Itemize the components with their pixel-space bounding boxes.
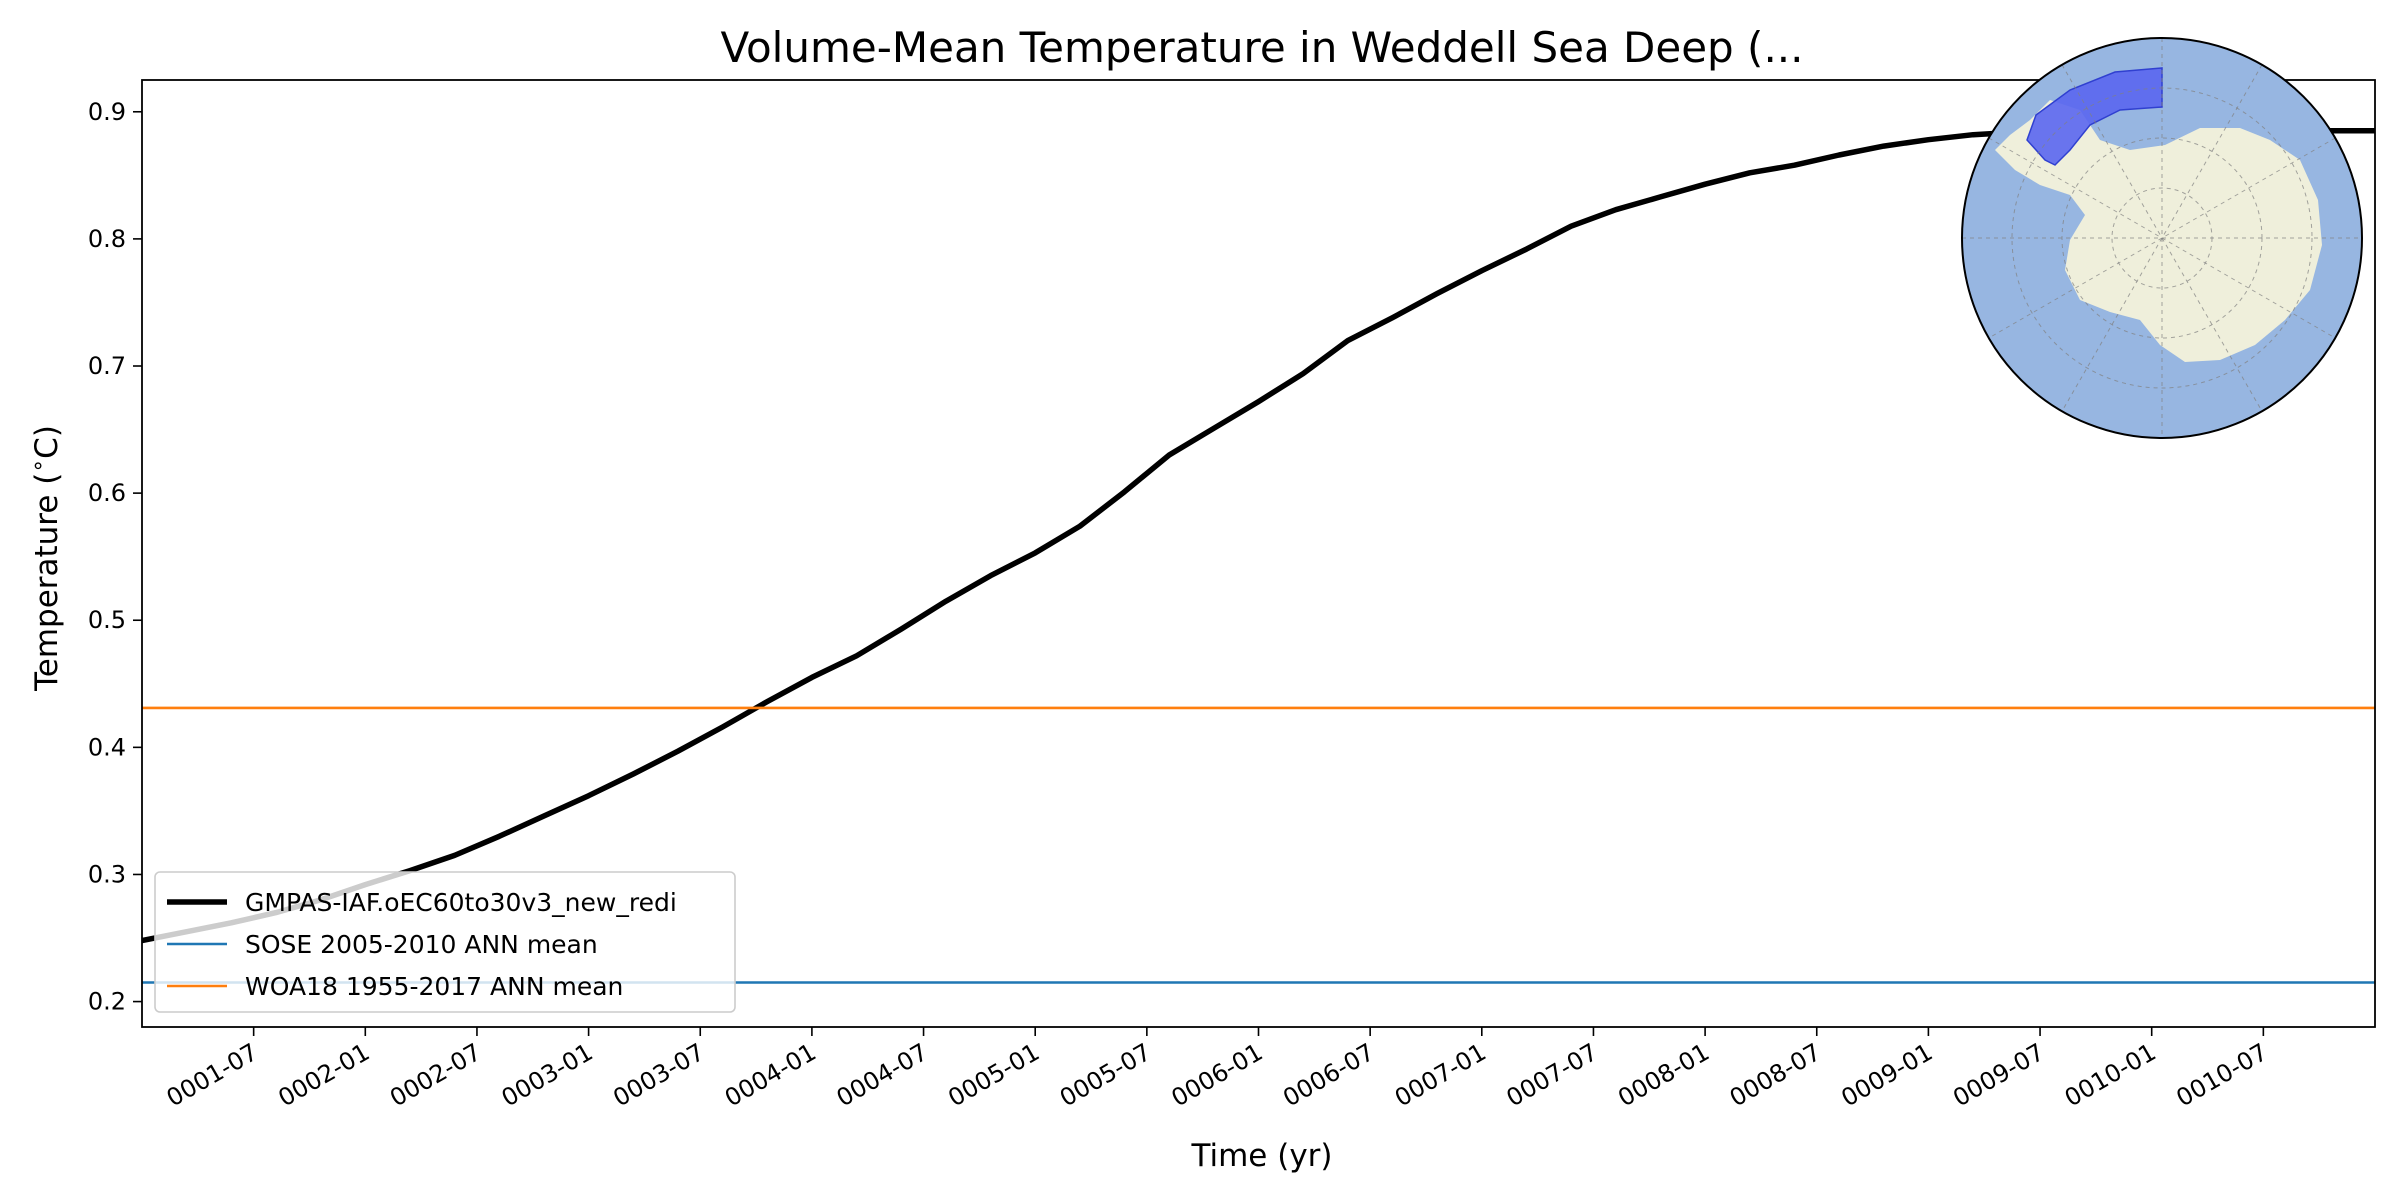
x-tick-label: 0007-07: [1502, 1038, 1603, 1112]
map-graticule-line: [1988, 137, 2336, 339]
axes-frame: [141, 79, 2376, 1028]
y-tick-label: 0.8: [88, 225, 126, 253]
x-tick-label: 0008-07: [1725, 1038, 1826, 1112]
y-tick-label: 0.7: [88, 352, 126, 380]
y-tick-label: 0.4: [88, 733, 126, 761]
legend: GMPAS-IAF.oEC60to30v3_new_redi SOSE 2005-…: [154, 871, 736, 1013]
x-tick-label: 0009-01: [1837, 1038, 1938, 1112]
x-tick-label: 0002-01: [273, 1038, 374, 1112]
x-tick-label: 0010-01: [2060, 1038, 2161, 1112]
y-tick-label: 0.2: [88, 988, 126, 1016]
legend-label: WOA18 1955-2017 ANN mean: [245, 972, 623, 1001]
y-tick-label: 0.5: [88, 606, 126, 634]
x-tick-label: 0003-01: [497, 1038, 598, 1112]
x-tick-label: 0001-07: [162, 1038, 263, 1112]
x-tick-label: 0005-01: [943, 1038, 1044, 1112]
x-tick-label: 0008-01: [1613, 1038, 1714, 1112]
y-axis-label-group: Temperature (∘C): [26, 425, 65, 692]
inset-map: [1961, 37, 2363, 439]
legend-label: GMPAS-IAF.oEC60to30v3_new_redi: [245, 888, 677, 917]
y-tick-label: 0.3: [88, 860, 126, 888]
chart-title: Volume-Mean Temperature in Weddell Sea D…: [721, 23, 1804, 72]
x-tick-label: 0009-07: [1948, 1038, 2049, 1112]
legend-box: [154, 871, 736, 1013]
x-tick-label: 0004-01: [720, 1038, 821, 1112]
legend-label: SOSE 2005-2010 ANN mean: [245, 930, 598, 959]
map-border: [1961, 37, 2363, 439]
x-tick-label: 0007-01: [1390, 1038, 1491, 1112]
y-tick-label: 0.6: [88, 479, 126, 507]
x-tick-label: 0006-01: [1167, 1038, 1268, 1112]
x-axis-label: Time (yr): [1191, 1138, 1333, 1174]
y-tick-label: 0.9: [88, 98, 126, 126]
x-tick-label: 0002-07: [385, 1038, 486, 1112]
x-tick-label: 0010-07: [2172, 1038, 2273, 1112]
x-tick-label: 0006-07: [1278, 1038, 1379, 1112]
x-tick-label: 0003-07: [608, 1038, 709, 1112]
x-tick-label: 0004-07: [832, 1038, 933, 1112]
x-tick-label: 0005-07: [1055, 1038, 1156, 1112]
y-axis-label: Temperature (∘C): [26, 425, 65, 692]
